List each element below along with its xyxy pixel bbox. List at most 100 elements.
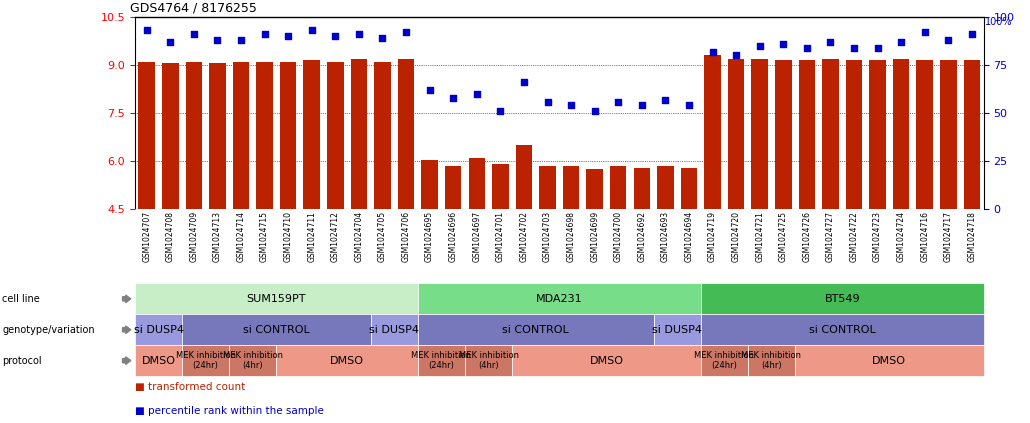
Bar bbox=[893, 59, 909, 209]
Point bbox=[893, 38, 909, 45]
Text: GSM1024700: GSM1024700 bbox=[614, 211, 623, 262]
Bar bbox=[846, 60, 862, 209]
Text: GSM1024720: GSM1024720 bbox=[731, 211, 741, 262]
Text: MEK inhibition
(24hr): MEK inhibition (24hr) bbox=[411, 351, 472, 370]
Bar bbox=[280, 62, 297, 209]
Bar bbox=[822, 59, 838, 209]
Text: GSM1024713: GSM1024713 bbox=[213, 211, 221, 262]
Text: GSM1024719: GSM1024719 bbox=[708, 211, 717, 262]
Text: BT549: BT549 bbox=[824, 294, 860, 304]
Bar bbox=[256, 62, 273, 209]
Text: MEK inhibition
(4hr): MEK inhibition (4hr) bbox=[458, 351, 518, 370]
Text: GSM1024721: GSM1024721 bbox=[755, 211, 764, 262]
Bar bbox=[540, 166, 556, 209]
Text: GSM1024702: GSM1024702 bbox=[519, 211, 528, 262]
Bar bbox=[162, 63, 178, 209]
Text: GSM1024715: GSM1024715 bbox=[261, 211, 269, 262]
Text: GSM1024699: GSM1024699 bbox=[590, 211, 599, 262]
Point bbox=[586, 108, 603, 115]
Bar bbox=[185, 62, 202, 209]
Point bbox=[964, 31, 981, 38]
Text: GSM1024714: GSM1024714 bbox=[237, 211, 245, 262]
Bar bbox=[798, 60, 815, 209]
Text: DMSO: DMSO bbox=[330, 356, 365, 365]
Bar bbox=[752, 59, 768, 209]
Bar bbox=[562, 166, 579, 209]
Bar bbox=[516, 145, 533, 209]
Text: MDA231: MDA231 bbox=[536, 294, 583, 304]
Text: GSM1024727: GSM1024727 bbox=[826, 211, 835, 262]
Text: GSM1024711: GSM1024711 bbox=[307, 211, 316, 262]
Bar bbox=[705, 55, 721, 209]
Bar bbox=[610, 166, 626, 209]
Text: si DUSP4: si DUSP4 bbox=[652, 325, 702, 335]
Text: ■ transformed count: ■ transformed count bbox=[135, 382, 245, 393]
Text: GSM1024708: GSM1024708 bbox=[166, 211, 175, 262]
Bar bbox=[138, 62, 154, 209]
Point bbox=[280, 33, 297, 40]
Text: GSM1024705: GSM1024705 bbox=[378, 211, 387, 262]
Point bbox=[445, 94, 461, 101]
Text: GSM1024693: GSM1024693 bbox=[661, 211, 670, 262]
Text: GSM1024692: GSM1024692 bbox=[638, 211, 646, 262]
Text: GSM1024707: GSM1024707 bbox=[142, 211, 151, 262]
Text: GSM1024723: GSM1024723 bbox=[873, 211, 882, 262]
Point bbox=[304, 27, 320, 34]
Text: GSM1024710: GSM1024710 bbox=[283, 211, 293, 262]
Text: si CONTROL: si CONTROL bbox=[243, 325, 310, 335]
Text: MEK inhibition
(24hr): MEK inhibition (24hr) bbox=[176, 351, 236, 370]
Text: GSM1024716: GSM1024716 bbox=[920, 211, 929, 262]
Text: genotype/variation: genotype/variation bbox=[2, 325, 95, 335]
Text: GSM1024703: GSM1024703 bbox=[543, 211, 552, 262]
Text: si CONTROL: si CONTROL bbox=[503, 325, 570, 335]
Text: GSM1024722: GSM1024722 bbox=[850, 211, 858, 262]
Point bbox=[657, 96, 674, 103]
Bar bbox=[209, 63, 226, 209]
Bar bbox=[445, 166, 461, 209]
Bar bbox=[492, 165, 509, 209]
Text: protocol: protocol bbox=[2, 356, 41, 365]
Text: GDS4764 / 8176255: GDS4764 / 8176255 bbox=[130, 2, 256, 15]
Text: MEK inhibition
(4hr): MEK inhibition (4hr) bbox=[222, 351, 283, 370]
Point bbox=[633, 102, 650, 109]
Text: GSM1024709: GSM1024709 bbox=[190, 211, 199, 262]
Bar bbox=[374, 62, 390, 209]
Point bbox=[256, 31, 273, 38]
Point bbox=[398, 29, 414, 36]
Text: GSM1024695: GSM1024695 bbox=[425, 211, 434, 262]
Text: GSM1024696: GSM1024696 bbox=[449, 211, 457, 262]
Bar bbox=[350, 59, 367, 209]
Text: GSM1024724: GSM1024724 bbox=[897, 211, 905, 262]
Text: GSM1024726: GSM1024726 bbox=[802, 211, 812, 262]
Point bbox=[846, 44, 862, 51]
Bar bbox=[469, 158, 485, 209]
Point bbox=[233, 37, 249, 44]
Point bbox=[917, 29, 933, 36]
Point bbox=[610, 98, 626, 105]
Text: DMSO: DMSO bbox=[872, 356, 906, 365]
Bar bbox=[304, 60, 320, 209]
Point bbox=[374, 35, 390, 41]
Text: GSM1024725: GSM1024725 bbox=[779, 211, 788, 262]
Text: GSM1024698: GSM1024698 bbox=[566, 211, 576, 262]
Text: si DUSP4: si DUSP4 bbox=[134, 325, 183, 335]
Point bbox=[350, 31, 367, 38]
Bar bbox=[775, 60, 791, 209]
Point bbox=[775, 41, 791, 47]
Point bbox=[798, 44, 815, 51]
Point bbox=[421, 87, 438, 93]
Point bbox=[328, 33, 344, 40]
Text: ■ percentile rank within the sample: ■ percentile rank within the sample bbox=[135, 406, 323, 416]
Bar bbox=[421, 159, 438, 209]
Point bbox=[516, 79, 533, 86]
Point bbox=[209, 37, 226, 44]
Text: cell line: cell line bbox=[2, 294, 40, 304]
Point bbox=[162, 38, 178, 45]
Point bbox=[752, 42, 768, 49]
Bar bbox=[633, 168, 650, 209]
Text: DMSO: DMSO bbox=[141, 356, 175, 365]
Bar bbox=[869, 60, 886, 209]
Text: MEK inhibition
(24hr): MEK inhibition (24hr) bbox=[694, 351, 754, 370]
Point bbox=[562, 102, 579, 109]
Text: si CONTROL: si CONTROL bbox=[809, 325, 876, 335]
